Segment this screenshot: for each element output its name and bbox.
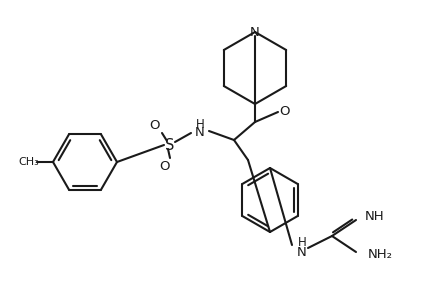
Text: O: O (149, 118, 159, 131)
Text: NH: NH (365, 210, 385, 222)
Text: N: N (250, 26, 260, 39)
Text: N: N (297, 247, 307, 260)
Text: H: H (196, 118, 204, 131)
Text: CH₃: CH₃ (19, 157, 39, 167)
Text: N: N (195, 126, 205, 139)
Text: O: O (159, 160, 169, 172)
Text: S: S (165, 137, 175, 153)
Text: O: O (280, 105, 290, 118)
Text: NH₂: NH₂ (368, 247, 393, 260)
Text: H: H (297, 237, 306, 250)
